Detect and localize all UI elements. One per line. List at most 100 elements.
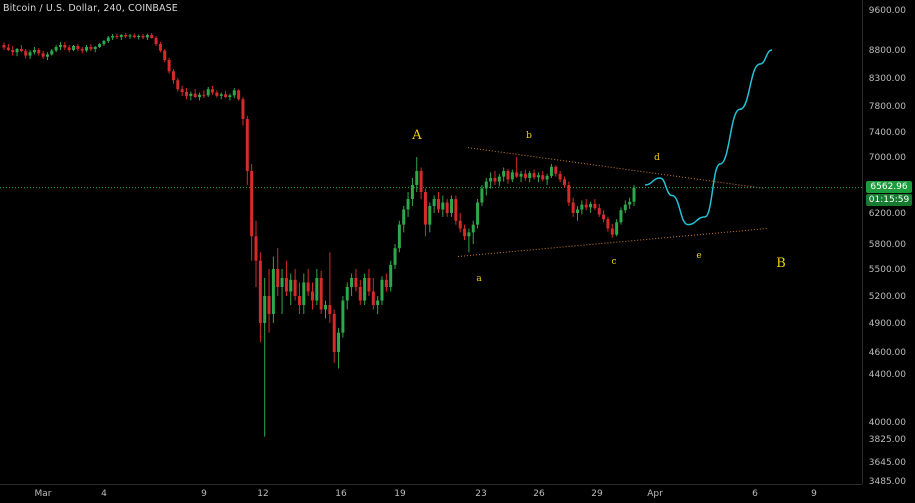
candle	[150, 33, 154, 39]
candle	[549, 164, 553, 178]
candle	[441, 195, 445, 217]
candle	[98, 43, 102, 48]
candle	[476, 199, 480, 229]
y-tick-label: 8800.00	[869, 46, 906, 56]
candle	[302, 273, 306, 314]
candle	[267, 269, 271, 333]
candle	[124, 33, 128, 38]
candle	[111, 34, 115, 40]
candle	[528, 171, 532, 183]
candle	[480, 185, 484, 206]
candle	[567, 181, 571, 206]
candle	[328, 252, 332, 323]
candle	[602, 210, 606, 223]
candle	[493, 171, 497, 185]
wave-label: e	[696, 251, 701, 261]
candle	[371, 278, 375, 310]
candle	[250, 164, 254, 261]
candle	[436, 192, 440, 213]
x-tick-label: Mar	[35, 489, 52, 499]
candle	[423, 188, 427, 237]
candle	[310, 282, 314, 310]
candle	[102, 40, 106, 46]
candle	[63, 42, 67, 50]
y-tick-label: 6200.00	[869, 209, 906, 219]
candle	[584, 199, 588, 211]
candle	[410, 178, 414, 206]
candle	[562, 176, 566, 188]
candle	[623, 200, 627, 213]
candle	[284, 260, 288, 296]
wave-label: b	[526, 131, 532, 141]
candle	[332, 309, 336, 363]
y-tick-label: 8300.00	[869, 74, 906, 84]
time-scale[interactable]	[0, 484, 862, 503]
y-tick-label: 3485.00	[869, 477, 906, 487]
candle-series	[2, 33, 636, 437]
price-scale[interactable]	[862, 0, 915, 484]
candle	[167, 57, 171, 74]
candle	[32, 47, 36, 55]
candle	[145, 33, 149, 40]
y-tick-label: 5800.00	[869, 240, 906, 250]
candle	[50, 49, 54, 56]
y-tick-label: 3825.00	[869, 435, 906, 445]
candle	[171, 69, 175, 84]
y-tick-label: 4000.00	[869, 418, 906, 428]
candle	[232, 88, 236, 99]
candle	[558, 171, 562, 183]
candle	[463, 224, 467, 241]
x-tick-label: 26	[533, 489, 545, 499]
y-tick-label: 5200.00	[869, 292, 906, 302]
candle	[271, 256, 275, 323]
wave-label: d	[654, 153, 660, 163]
candle	[337, 327, 341, 369]
price-axis[interactable]: 9600.00 8800.00 8300.00 7800.00 7400.00 7000.…	[869, 6, 906, 487]
candle	[580, 200, 584, 215]
candle	[228, 93, 232, 101]
candle	[615, 219, 619, 237]
candle	[450, 195, 454, 217]
candle	[606, 216, 610, 232]
candle	[211, 85, 215, 95]
candle	[137, 34, 141, 40]
candle	[154, 36, 158, 46]
candle	[397, 220, 401, 253]
candle	[345, 282, 349, 310]
candle	[515, 157, 519, 178]
triangle-trendlines	[457, 147, 768, 257]
candle	[54, 45, 58, 53]
candle	[510, 169, 514, 183]
candle	[458, 213, 462, 233]
candle	[350, 273, 354, 296]
candle	[202, 90, 206, 99]
projection-curve	[644, 49, 773, 226]
candle	[358, 279, 362, 305]
candle	[45, 52, 49, 61]
candle	[189, 91, 193, 101]
y-tick-label: 7800.00	[869, 102, 906, 112]
countdown-badge: 01:15:59	[866, 194, 912, 206]
y-tick-label: 5500.00	[869, 265, 906, 275]
candle	[519, 171, 523, 183]
lower-trendline	[457, 228, 768, 257]
x-tick-label: 12	[257, 489, 268, 499]
time-axis[interactable]: Mar 4 9 12 16 19 23 26 29 Apr 6 9	[35, 489, 818, 499]
candle	[471, 220, 475, 244]
candle	[367, 269, 371, 296]
y-tick-label: 4600.00	[869, 348, 906, 358]
wave-label: a	[476, 274, 482, 284]
candle	[419, 167, 423, 199]
wave-label: B	[776, 256, 786, 271]
candle	[402, 206, 406, 233]
candle	[6, 44, 10, 52]
candle	[393, 244, 397, 269]
candle	[545, 173, 549, 185]
candle	[571, 197, 575, 217]
candle	[428, 202, 432, 233]
candle	[597, 203, 601, 217]
candle	[132, 33, 136, 38]
candle	[341, 296, 345, 338]
